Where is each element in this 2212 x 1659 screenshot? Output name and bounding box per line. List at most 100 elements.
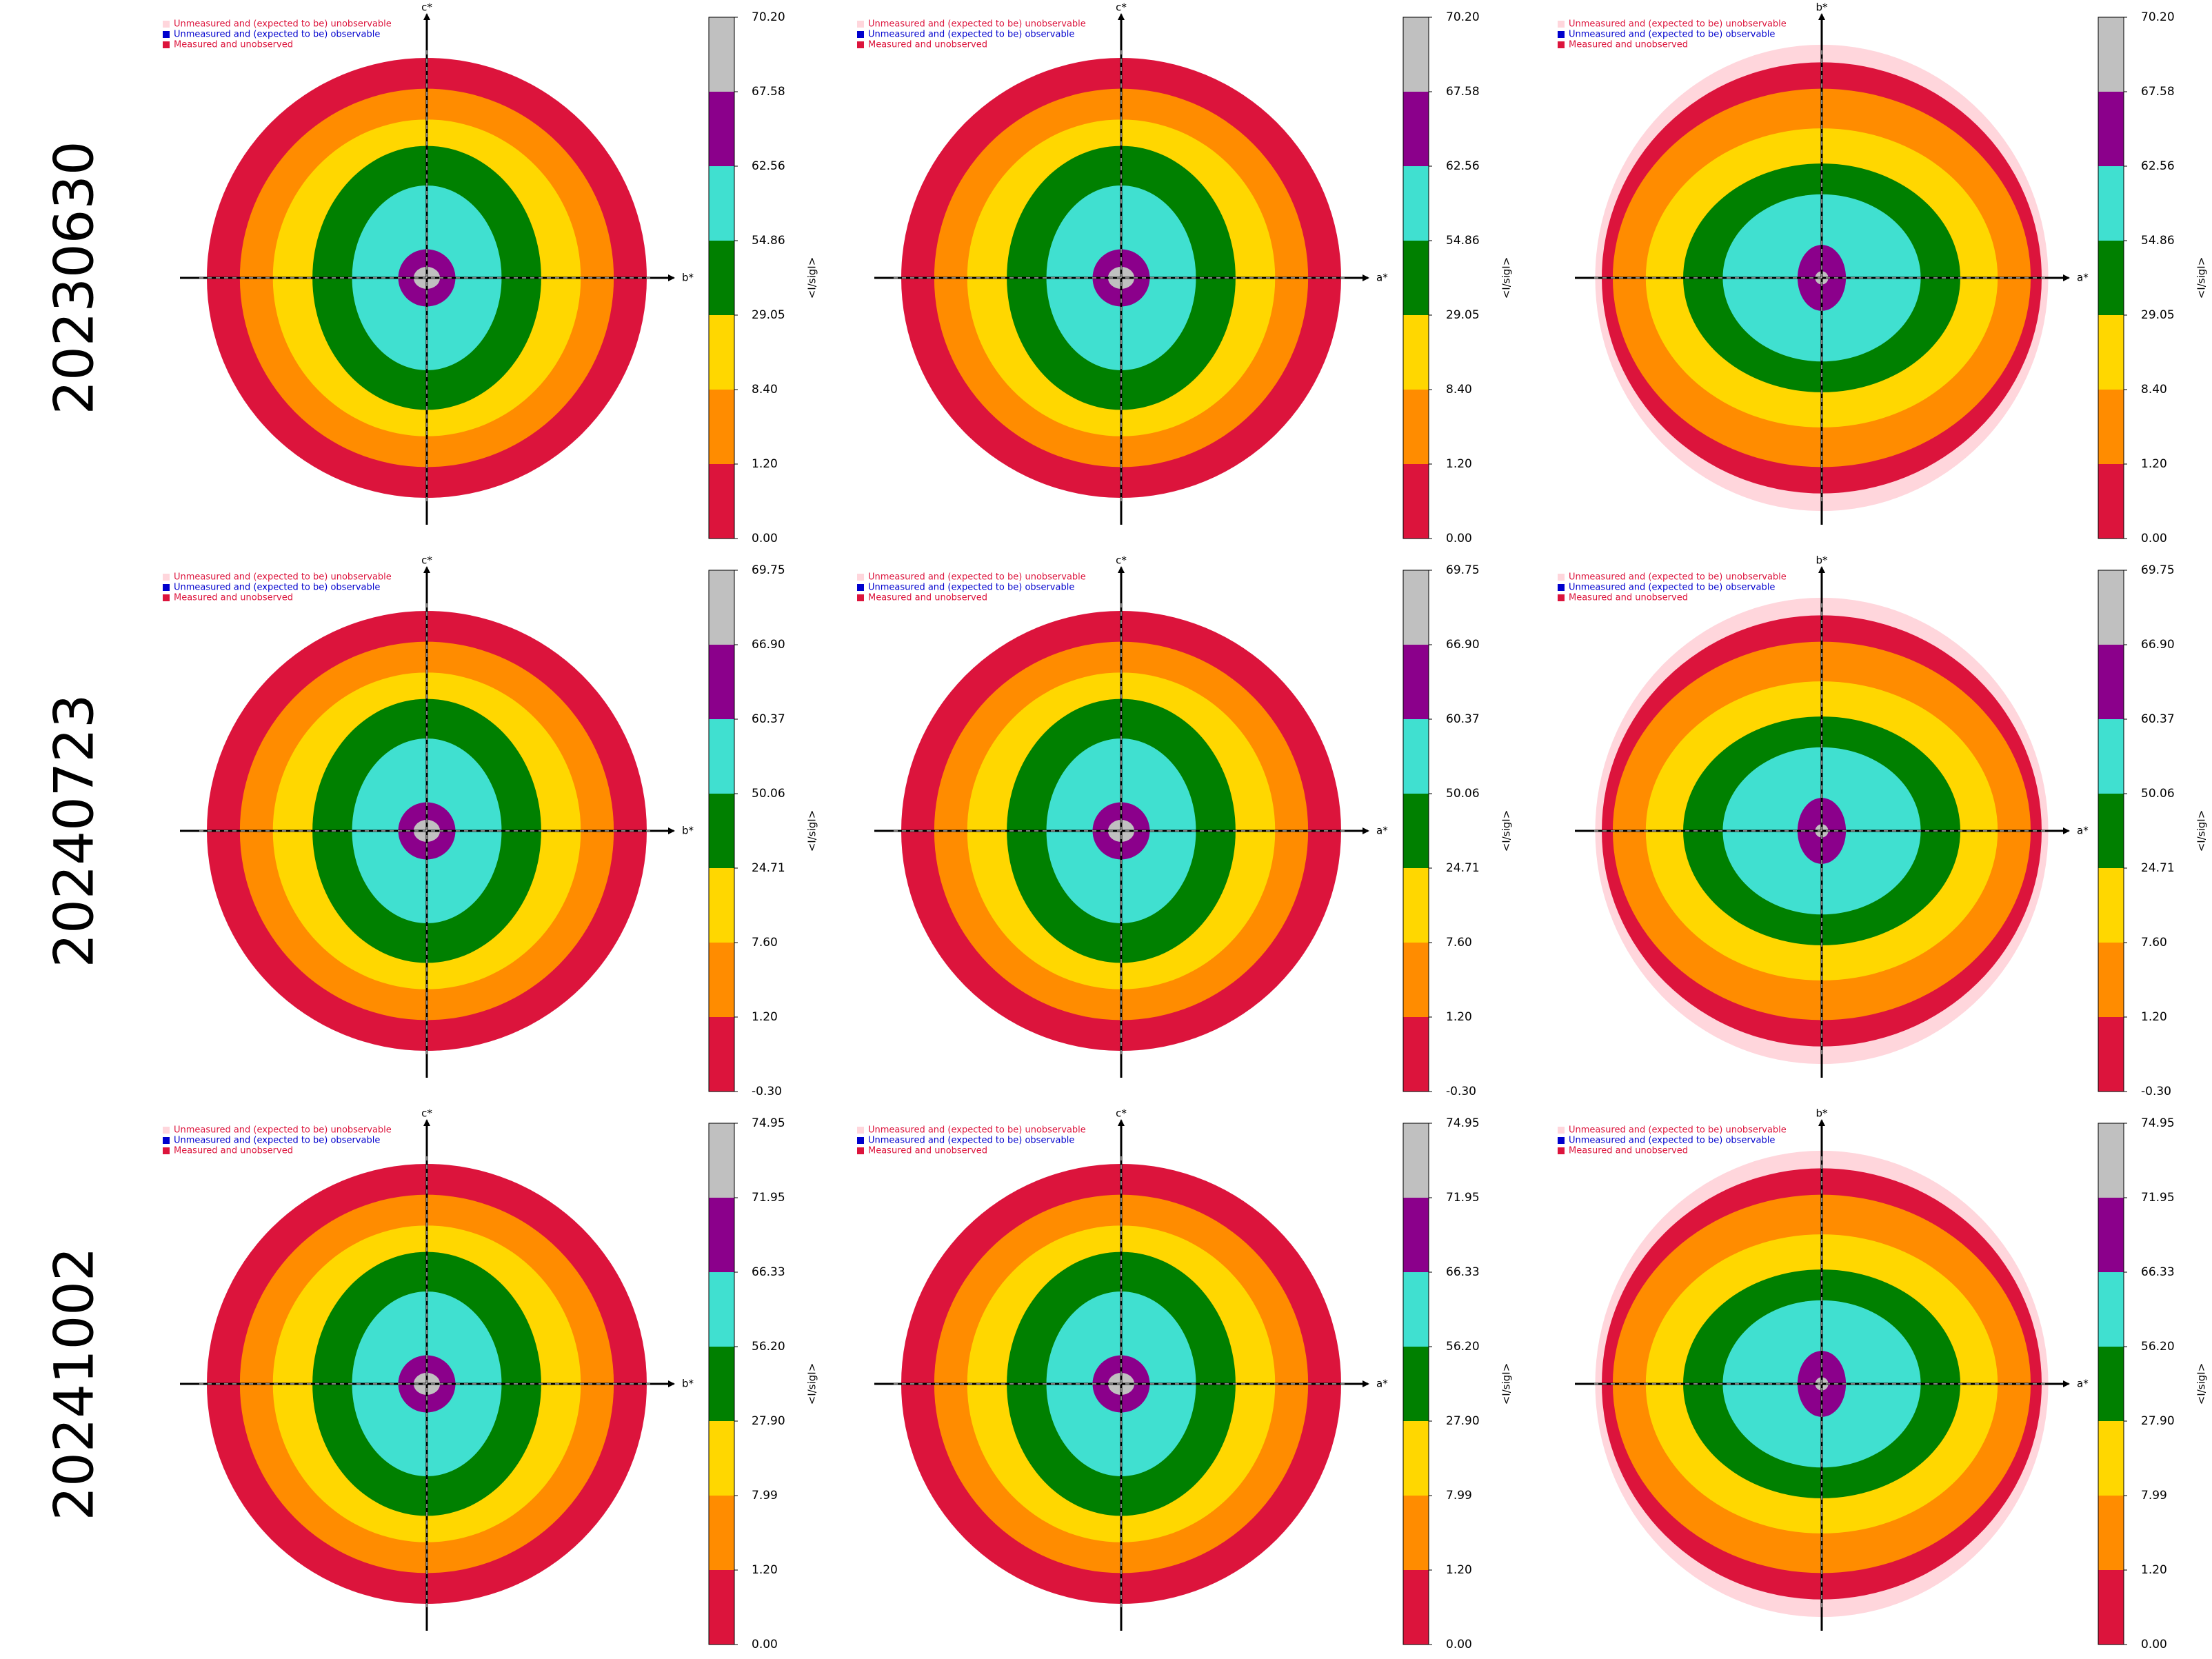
panel: a* c* Unmeasured and (expected to be) unob…: [857, 1, 1513, 545]
legend-entry: Measured and unobserved: [868, 40, 987, 50]
colorbar-frame: [1402, 1123, 1429, 1645]
colorbar-tick-label: 50.06: [1446, 787, 1480, 801]
panel: a* b* Unmeasured and (expected to be) unob…: [1558, 1, 2208, 545]
colorbar-segment: [709, 570, 734, 645]
colorbar-tick-label: 66.33: [2141, 1265, 2175, 1279]
h-axis-label: a*: [2077, 1378, 2089, 1390]
legend-swatch: [163, 584, 170, 591]
colorbar-tick-label: 50.06: [2141, 787, 2175, 801]
colorbar-label: <I/sigI>: [2195, 1363, 2208, 1405]
colorbar-tick-label: 29.05: [752, 308, 785, 322]
colorbar-segment: [709, 315, 734, 390]
colorbar-tick-label: 7.99: [752, 1489, 778, 1502]
row-label: 20241002: [43, 1247, 105, 1520]
legend-entry: Unmeasured and (expected to be) observab…: [1569, 583, 1775, 593]
v-axis-label: c*: [421, 1107, 432, 1120]
colorbar-tick-label: 67.58: [752, 85, 785, 99]
colorbar-segment: [1403, 315, 1429, 390]
colorbar-tick-label: 29.05: [1446, 308, 1480, 322]
colorbar-segment: [2098, 1347, 2124, 1421]
colorbar-tick-label: 62.56: [1446, 159, 1480, 173]
colorbar-segment: [1403, 1272, 1429, 1347]
legend-entry: Measured and unobserved: [174, 1146, 293, 1156]
legend-swatch: [1558, 574, 1565, 581]
colorbar-tick-label: 62.56: [752, 159, 785, 173]
colorbar-segment: [709, 17, 734, 92]
colorbar-segment: [709, 1421, 734, 1496]
legend-entry: Unmeasured and (expected to be) unobserv…: [868, 19, 1086, 30]
panel: b* c* Unmeasured and (expected to be) unob…: [163, 1, 818, 545]
v-axis-label: c*: [1116, 1, 1127, 14]
legend-swatch: [857, 1127, 864, 1134]
legend-entry: Measured and unobserved: [1569, 593, 1688, 603]
colorbar-tick-label: 27.90: [2141, 1414, 2175, 1428]
h-axis-label: a*: [1376, 825, 1388, 837]
colorbar-segment: [709, 1347, 734, 1421]
legend-swatch: [1558, 1137, 1565, 1144]
colorbar-label: <I/sigI>: [806, 1363, 818, 1405]
legend-swatch: [163, 594, 170, 601]
colorbar-tick-label: 74.95: [752, 1116, 785, 1130]
colorbar-segment: [2098, 1198, 2124, 1272]
legend-entry: Unmeasured and (expected to be) observab…: [174, 30, 380, 40]
colorbar-tick-label: 1.20: [1446, 1010, 1472, 1024]
colorbar-tick-label: 69.75: [2141, 563, 2175, 577]
legend-swatch: [163, 31, 170, 38]
colorbar-tick-label: 7.60: [752, 936, 778, 949]
legend-entry: Unmeasured and (expected to be) observab…: [1569, 1136, 1775, 1146]
colorbar-tick-label: 0.00: [752, 532, 778, 545]
colorbar-frame: [708, 17, 735, 539]
colorbar-segment: [2098, 464, 2124, 539]
legend-swatch: [163, 21, 170, 28]
colorbar-tick-label: 1.20: [2141, 457, 2167, 471]
colorbar-segment: [1403, 719, 1429, 794]
colorbar-label: <I/sigI>: [806, 257, 818, 299]
colorbar-label: <I/sigI>: [2195, 810, 2208, 852]
legend-swatch: [857, 21, 864, 28]
colorbar-frame: [2098, 570, 2124, 1092]
legend-entry: Unmeasured and (expected to be) unobserv…: [1569, 572, 1787, 583]
colorbar-tick-label: 1.20: [2141, 1563, 2167, 1577]
colorbar-tick-label: 70.20: [2141, 10, 2175, 24]
colorbar-tick-label: 0.00: [752, 1638, 778, 1651]
colorbar-tick-label: 7.99: [1446, 1489, 1472, 1502]
colorbar-segment: [1403, 1123, 1429, 1198]
colorbar-tick-label: 56.20: [2141, 1340, 2175, 1354]
colorbar-tick-label: 27.90: [752, 1414, 785, 1428]
colorbar-segment: [709, 645, 734, 719]
colorbar-tick-label: 27.90: [1446, 1414, 1480, 1428]
legend-swatch: [1558, 584, 1565, 591]
colorbar-segment: [2098, 241, 2124, 315]
h-axis-label: b*: [682, 1378, 694, 1390]
panel: a* c* Unmeasured and (expected to be) unob…: [857, 554, 1513, 1098]
colorbar-segment: [1403, 1017, 1429, 1092]
legend-swatch: [857, 41, 864, 48]
legend-entry: Measured and unobserved: [868, 1146, 987, 1156]
panel: a* b* Unmeasured and (expected to be) unob…: [1558, 1107, 2208, 1651]
colorbar-segment: [1403, 943, 1429, 1017]
legend-swatch: [857, 31, 864, 38]
colorbar-segment: [1403, 17, 1429, 92]
colorbar-tick-label: 1.20: [1446, 1563, 1472, 1577]
panel: b* c* Unmeasured and (expected to be) unob…: [163, 1107, 818, 1651]
colorbar-segment: [1403, 1198, 1429, 1272]
colorbar-segment: [1403, 390, 1429, 464]
colorbar-segment: [2098, 17, 2124, 92]
colorbar-tick-label: 71.95: [2141, 1191, 2175, 1205]
colorbar-tick-label: 74.95: [2141, 1116, 2175, 1130]
legend-entry: Unmeasured and (expected to be) observab…: [1569, 30, 1775, 40]
colorbar-tick-label: 8.40: [752, 383, 778, 396]
legend-swatch: [1558, 1147, 1565, 1154]
colorbar-segment: [2098, 868, 2124, 943]
colorbar-tick-label: 66.33: [752, 1265, 785, 1279]
v-axis-label: c*: [421, 554, 432, 567]
legend-swatch: [163, 1127, 170, 1134]
legend-swatch: [857, 1137, 864, 1144]
legend-swatch: [857, 584, 864, 591]
colorbar-tick-label: 71.95: [1446, 1191, 1480, 1205]
colorbar-segment: [2098, 1272, 2124, 1347]
colorbar-tick-label: 1.20: [752, 1010, 778, 1024]
colorbar-tick-label: 67.58: [1446, 85, 1480, 99]
colorbar-tick-label: 7.60: [1446, 936, 1472, 949]
